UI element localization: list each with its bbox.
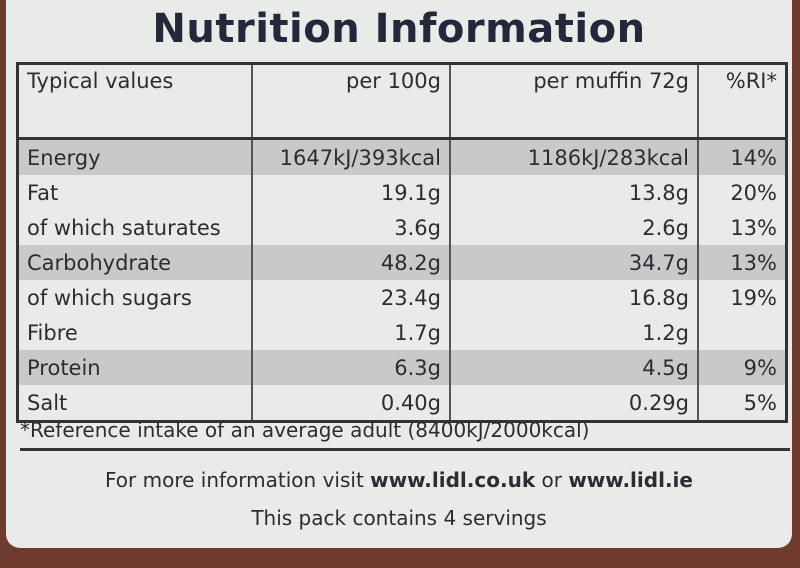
- footer-line: For more information visit www.lidl.co.u…: [6, 468, 792, 492]
- table-cell: 0.40g: [250, 385, 450, 422]
- table-cell: 13%: [697, 210, 787, 245]
- column-header: Typical values: [16, 63, 252, 140]
- footer-line: This pack contains 4 servings: [251, 506, 547, 530]
- table-cell: 1186kJ/283kcal: [449, 138, 698, 175]
- title: Nutrition Information: [152, 6, 646, 52]
- table-cell: 2.6g: [449, 210, 698, 245]
- table-cell: 48.2g: [250, 245, 450, 280]
- table-row: Protein 6.3g 4.5g 9%: [16, 350, 787, 385]
- table-body: Energy 1647kJ/393kcal 1186kJ/283kcal 14% Fat…: [16, 138, 787, 422]
- table-cell: 3.6g: [250, 210, 450, 245]
- footer-link: www.lidl.co.uk: [370, 468, 536, 492]
- table-cell: 4.5g: [449, 350, 698, 385]
- table-cell: 1647kJ/393kcal: [250, 138, 450, 175]
- table-cell: 1.2g: [449, 315, 698, 350]
- table-cell: Fat: [16, 175, 252, 210]
- footer-text: or: [541, 468, 562, 492]
- table-row: Fat 19.1g 13.8g 20%: [16, 175, 787, 210]
- table-row: Carbohydrate 48.2g 34.7g 13%: [16, 245, 787, 280]
- column-header: per 100g: [250, 63, 450, 140]
- table-row: of which saturates 3.6g 2.6g 13%: [16, 210, 787, 245]
- footnote: *Reference intake of an average adult (8…: [20, 418, 790, 451]
- table-cell: 1.7g: [250, 315, 450, 350]
- table-row: Fibre 1.7g 1.2g: [16, 315, 787, 350]
- table-row: of which sugars 23.4g 16.8g 19%: [16, 280, 787, 315]
- table-row: Salt 0.40g 0.29g 5%: [16, 385, 787, 422]
- table-cell: 9%: [697, 350, 787, 385]
- column-header: %RI*: [697, 63, 787, 140]
- footer-text: For more information visit: [105, 468, 364, 492]
- nutrition-table: Typical values per 100g per muffin 72g %RI*…: [16, 62, 788, 423]
- table-cell: 19%: [697, 280, 787, 315]
- table-cell: 19.1g: [250, 175, 450, 210]
- nutrition-label: Nutrition Information Typical values per …: [6, 0, 792, 548]
- table-cell: of which saturates: [16, 210, 252, 245]
- table-cell: 23.4g: [250, 280, 450, 315]
- header-row: Typical values per 100g per muffin 72g %RI*: [16, 63, 787, 140]
- table-cell: Fibre: [16, 315, 252, 350]
- table-cell: of which sugars: [16, 280, 252, 315]
- table-cell: Salt: [16, 385, 252, 422]
- table-cell: 6.3g: [250, 350, 450, 385]
- table-cell: Carbohydrate: [16, 245, 252, 280]
- table-cell: [697, 315, 787, 350]
- table-cell: 5%: [697, 385, 787, 422]
- table-cell: Protein: [16, 350, 252, 385]
- column-header: per muffin 72g: [449, 63, 698, 140]
- table-row: Energy 1647kJ/393kcal 1186kJ/283kcal 14%: [16, 138, 787, 175]
- table-cell: 13%: [697, 245, 787, 280]
- table-cell: 13.8g: [449, 175, 698, 210]
- table-cell: 34.7g: [449, 245, 698, 280]
- table-cell: 20%: [697, 175, 787, 210]
- table-cell: 0.29g: [449, 385, 698, 422]
- table-cell: Energy: [16, 138, 252, 175]
- table-cell: 14%: [697, 138, 787, 175]
- table-cell: 16.8g: [449, 280, 698, 315]
- footer-link: www.lidl.ie: [568, 468, 693, 492]
